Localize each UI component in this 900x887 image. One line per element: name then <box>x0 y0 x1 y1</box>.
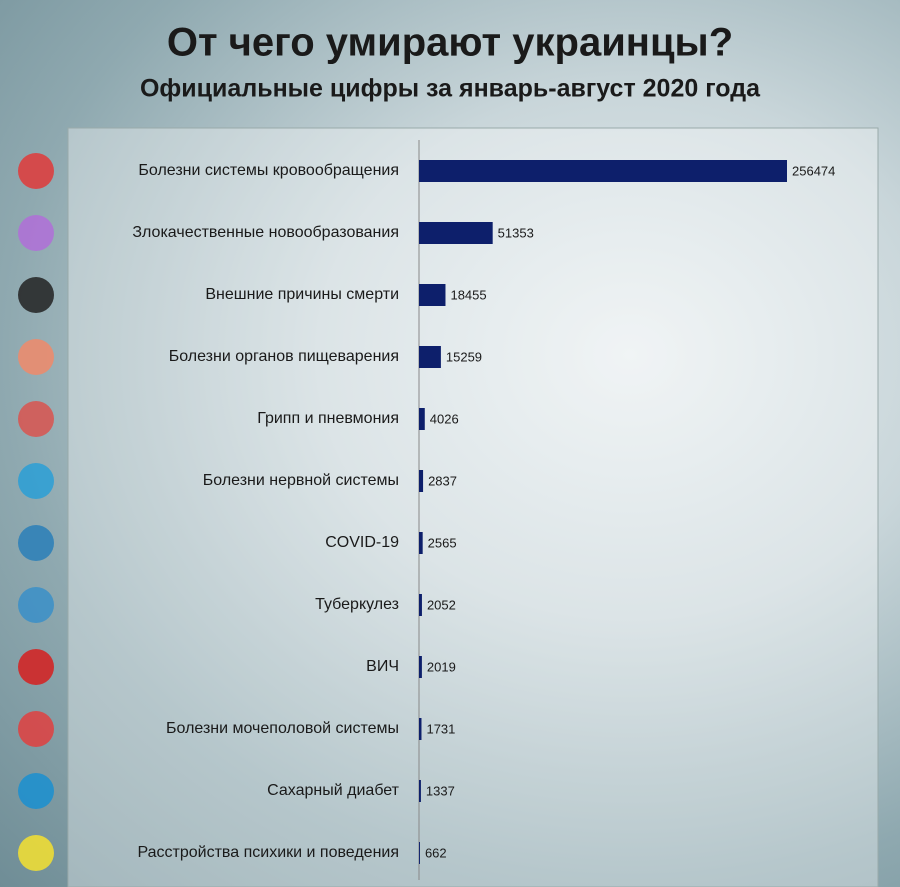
bar <box>419 594 422 616</box>
bar <box>419 222 493 244</box>
category-label: Расстройства психики и поведения <box>138 844 400 861</box>
value-label: 662 <box>425 845 447 860</box>
category-label: Внешние причины смерти <box>205 286 399 303</box>
bar <box>419 656 422 678</box>
icon <box>18 525 54 561</box>
category-label: Грипп и пневмония <box>257 410 399 427</box>
bar <box>419 718 422 740</box>
chart-subtitle: Официальные цифры за январь-август 2020 … <box>140 75 761 103</box>
bar <box>419 780 421 802</box>
category-label: Сахарный диабет <box>267 782 399 799</box>
bar <box>419 408 425 430</box>
value-label: 1731 <box>426 721 455 736</box>
bar <box>419 532 423 554</box>
category-label: Болезни мочеполовой системы <box>166 720 399 737</box>
value-label: 1337 <box>426 783 455 798</box>
category-label: Туберкулез <box>315 596 399 613</box>
category-label: Злокачественные новообразования <box>132 224 399 241</box>
value-label: 51353 <box>498 225 534 240</box>
icon <box>18 835 54 871</box>
value-label: 256474 <box>792 163 835 178</box>
icon <box>18 711 54 747</box>
category-label: Болезни системы кровообращения <box>138 162 399 179</box>
category-label: Болезни органов пищеварения <box>169 348 399 365</box>
icon <box>18 277 54 313</box>
value-label: 2565 <box>428 535 457 550</box>
bar <box>419 470 424 492</box>
bar <box>419 842 420 864</box>
icon <box>18 401 54 437</box>
bar <box>419 346 441 368</box>
value-label: 4026 <box>430 411 459 426</box>
value-label: 18455 <box>450 287 486 302</box>
icon <box>18 339 54 375</box>
icon <box>18 153 54 189</box>
chart-frame <box>67 127 879 887</box>
icon <box>18 587 54 623</box>
icon <box>18 773 54 809</box>
icon <box>18 215 54 251</box>
icon <box>18 649 54 685</box>
chart-title: От чего умирают украинцы? <box>167 21 733 65</box>
icon <box>18 463 54 499</box>
category-label: Болезни нервной системы <box>203 472 399 489</box>
value-label: 2837 <box>428 473 457 488</box>
value-label: 2019 <box>427 659 456 674</box>
category-label: ВИЧ <box>366 658 399 675</box>
bar <box>419 160 787 182</box>
value-label: 15259 <box>446 349 482 364</box>
bar <box>419 284 446 306</box>
category-label: COVID-19 <box>325 534 399 551</box>
value-label: 2052 <box>427 597 456 612</box>
